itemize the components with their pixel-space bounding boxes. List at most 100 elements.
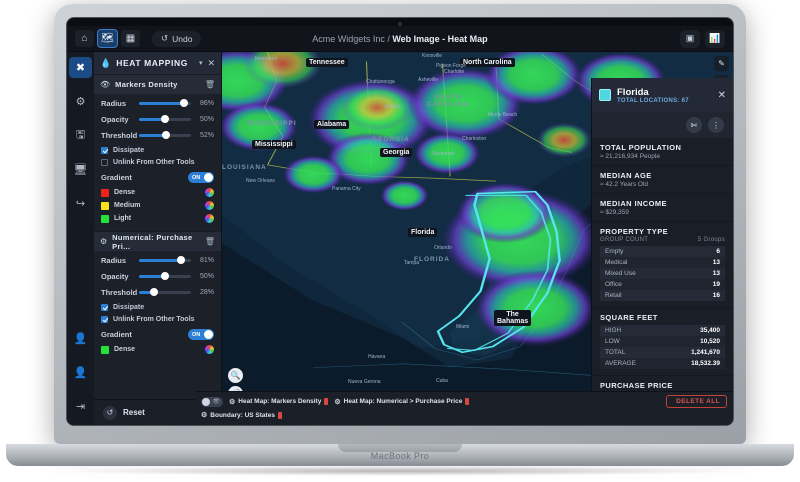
sidebar-item-save[interactable]: 🖫 — [75, 129, 86, 141]
table-row: LOW 10,520 — [600, 336, 725, 347]
checkbox-row[interactable]: Unlink From Other Tools — [101, 316, 214, 323]
slider-row[interactable]: Opacity 50% — [101, 115, 214, 124]
checkbox[interactable] — [101, 316, 108, 323]
slider-knob[interactable] — [161, 115, 169, 123]
sidebar-item-logout[interactable]: ⇥ — [75, 401, 86, 413]
info-panel-titles: Florida TOTAL LOCATIONS: 67 — [617, 87, 712, 104]
sidebar-item-user-settings[interactable]: 👤 — [73, 333, 88, 345]
map-state-label: North Carolina — [460, 58, 515, 67]
gradient-toggle[interactable]: ON — [188, 172, 214, 183]
table-row: Mixed Use 13 — [600, 268, 725, 279]
color-swatch[interactable] — [101, 201, 109, 210]
trash-icon[interactable] — [324, 398, 329, 405]
layer-header[interactable]: 👁 Markers Density 🗑 — [94, 74, 221, 94]
trash-icon[interactable]: 🗑 — [204, 80, 215, 89]
slider-track[interactable] — [139, 99, 191, 107]
color-swatch[interactable] — [101, 345, 109, 354]
trash-icon[interactable] — [277, 411, 282, 419]
slider-value: 50% — [199, 273, 214, 280]
color-wheel-icon[interactable] — [205, 188, 214, 197]
checkbox[interactable] — [101, 304, 108, 311]
checkbox-row[interactable]: Unlink From Other Tools — [101, 159, 214, 166]
slider-track[interactable] — [139, 288, 191, 296]
gear-icon: ⚙ — [229, 398, 236, 406]
zoom-in-icon[interactable]: 🔍 — [228, 368, 243, 383]
pin-tool-icon[interactable]: ✎ — [714, 56, 729, 71]
slider-track[interactable] — [139, 272, 191, 280]
home-icon[interactable]: ⌂ — [75, 30, 94, 47]
slider-track[interactable] — [139, 131, 191, 139]
chevron-down-icon[interactable]: ▾ — [198, 60, 203, 67]
table-row: Medical 13 — [600, 257, 725, 268]
status-chip-markers-density[interactable]: ⚙ Heat Map: Markers Density — [229, 398, 329, 406]
slider-fill — [139, 291, 154, 294]
slider-row[interactable]: Radius 86% — [101, 99, 214, 108]
gradient-stop-label: Dense — [114, 189, 136, 196]
color-wheel-icon[interactable] — [205, 345, 214, 354]
info-stat-value: ≈ $29,359 — [600, 209, 629, 216]
checkbox-row[interactable]: Dissipate — [101, 304, 214, 311]
screen-bezel: ⌂ 🗺 ▦ ↺ Undo Acme Widgets Inc / Web Imag… — [66, 17, 734, 426]
info-stat-value: ≈ 21,216,934 People — [600, 153, 660, 160]
map-state-label: Georgia — [380, 148, 413, 157]
present-icon[interactable]: ▣ — [680, 29, 700, 48]
close-icon[interactable]: ✕ — [207, 57, 215, 68]
chart-icon[interactable]: 📊 — [705, 29, 725, 48]
map-icon[interactable]: 🗺 — [97, 29, 118, 48]
status-chip-purchase-price[interactable]: ⚙ Heat Map: Numerical > Purchase Price — [334, 398, 470, 406]
more-icon[interactable]: ⋮ — [708, 117, 724, 133]
gradient-stop-row[interactable]: Dense — [101, 345, 214, 354]
slider-row[interactable]: Threshold 28% — [101, 288, 214, 297]
sidebar-item-display[interactable]: 🖥 — [73, 164, 88, 176]
close-icon[interactable]: ✕ — [717, 89, 726, 101]
slider-row[interactable]: Opacity 50% — [101, 272, 214, 281]
gradient-stop-row[interactable]: Light — [101, 214, 214, 223]
cut-icon[interactable]: ✄ — [686, 117, 702, 133]
sidebar-item-settings[interactable]: ⚙ — [75, 96, 86, 108]
checkbox[interactable] — [101, 159, 108, 166]
gradient-stop-row[interactable]: Medium — [101, 201, 214, 210]
slider-knob[interactable] — [179, 99, 188, 107]
checkbox-row[interactable]: Dissipate — [101, 147, 214, 154]
checkbox[interactable] — [101, 147, 108, 154]
gradient-stop-row[interactable]: Dense — [101, 188, 214, 197]
sidebar-item-share[interactable]: ↪ — [75, 198, 86, 210]
slider-knob[interactable] — [162, 131, 171, 139]
map-city-label: New Orleans — [246, 178, 275, 184]
layer-header[interactable]: ⚙ Numerical: Purchase Pri... 🗑 — [94, 231, 221, 251]
region-label: SOUTH CAROLINA — [427, 94, 470, 108]
row-value: 13 — [712, 259, 720, 266]
slider-value: 81% — [199, 257, 214, 264]
trash-icon[interactable]: 🗑 — [204, 237, 215, 246]
trash-icon[interactable] — [465, 398, 470, 405]
slider-track[interactable] — [139, 256, 191, 264]
table-icon[interactable]: ▦ — [121, 30, 140, 47]
visibility-toggle[interactable]: 👁 — [201, 396, 223, 407]
table-row: Empty 6 — [600, 246, 725, 257]
slider-row[interactable]: Radius 81% — [101, 256, 214, 265]
slider-knob[interactable] — [161, 272, 169, 280]
slider-knob[interactable] — [177, 256, 186, 264]
map-city-label: Atlanta — [385, 104, 401, 110]
layer-controls: Radius 86% Opacity 50% Threshold 52% Dissipate… — [94, 94, 221, 231]
slider-label: Threshold — [101, 288, 138, 297]
color-swatch[interactable] — [101, 188, 109, 197]
slider-row[interactable]: Threshold 52% — [101, 131, 214, 140]
table-row: AVERAGE 18,532.39 — [600, 358, 725, 369]
slider-value: 50% — [199, 116, 214, 123]
slider-knob[interactable] — [149, 288, 158, 296]
sidebar-item-profile[interactable]: 👤 — [73, 367, 88, 379]
map-city-label: Pigeon Forge — [436, 63, 467, 69]
color-wheel-icon[interactable] — [205, 201, 214, 210]
map-city-label: Tampa — [404, 260, 420, 266]
undo-button[interactable]: ↺ Undo — [152, 30, 202, 47]
slider-fill — [139, 102, 184, 105]
map-state-label: Alabama — [314, 120, 350, 129]
color-swatch[interactable] — [101, 214, 109, 223]
sidebar-item-tools[interactable]: ✖ — [69, 57, 92, 78]
slider-track[interactable] — [139, 115, 191, 123]
status-chip-boundary[interactable]: ⚙ Boundary: US States — [201, 411, 282, 419]
gradient-toggle[interactable]: ON — [188, 329, 214, 340]
delete-all-button[interactable]: DELETE ALL — [666, 395, 727, 408]
color-wheel-icon[interactable] — [205, 214, 214, 223]
